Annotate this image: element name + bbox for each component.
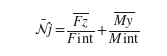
Text: $\bar{\mathcal{N}}j = \dfrac{\overline{Fz}}{\mathit{F}\,\mathrm{int}} + \dfrac{\: $\bar{\mathcal{N}}j = \dfrac{\overline{F… [34, 11, 140, 45]
